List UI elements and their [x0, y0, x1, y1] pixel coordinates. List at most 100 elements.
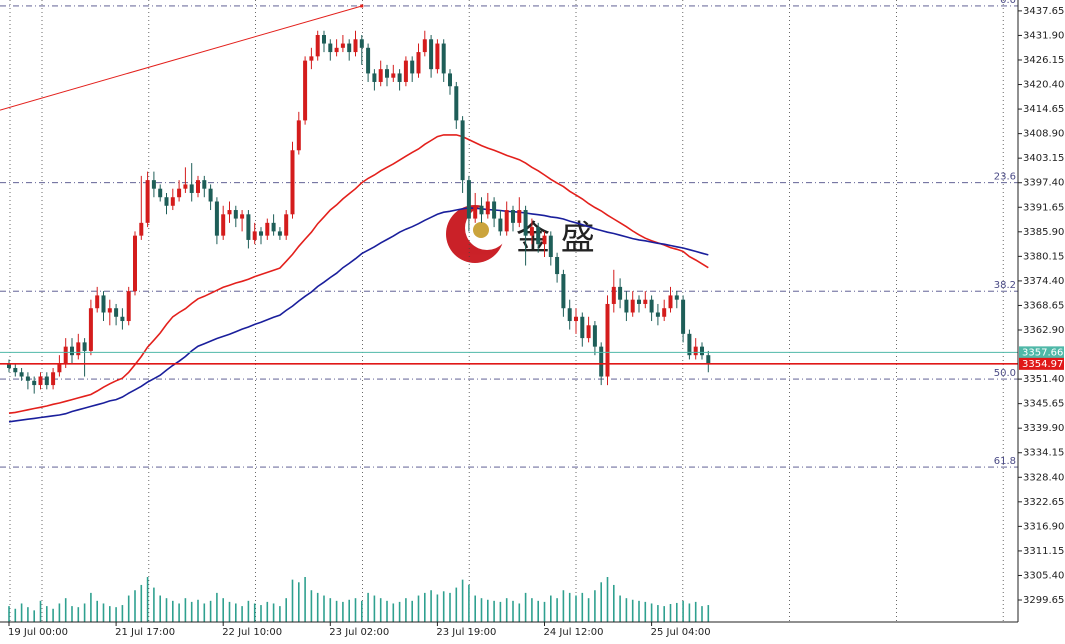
candle-body — [13, 367, 18, 373]
y-tick-label: 3299.65 — [1023, 595, 1064, 606]
candle-body — [271, 222, 276, 232]
candle-body — [485, 201, 490, 215]
candle-body — [353, 39, 358, 53]
candle-body — [259, 231, 263, 236]
candle-body — [649, 299, 654, 313]
candle-body — [265, 222, 270, 236]
y-tick-label: 3374.40 — [1023, 276, 1064, 287]
candle-body — [208, 188, 213, 202]
y-tick-label: 3385.90 — [1023, 227, 1064, 238]
candle-body — [366, 47, 371, 74]
candle-body — [107, 308, 112, 313]
candle-body — [460, 120, 465, 181]
candle-body — [309, 56, 314, 61]
y-tick-label: 3316.90 — [1023, 521, 1064, 532]
y-tick-label: 3362.90 — [1023, 325, 1064, 336]
y-tick-label: 3351.40 — [1023, 374, 1064, 385]
candle-body — [252, 231, 257, 240]
candle-body — [221, 214, 226, 236]
candle-body — [378, 69, 383, 82]
candle-body — [605, 303, 610, 377]
candle-body — [662, 308, 667, 317]
candle-body — [397, 73, 402, 82]
candle-body — [189, 184, 194, 193]
candle-body — [328, 43, 333, 53]
candle-body — [120, 316, 125, 322]
candle-body — [586, 325, 591, 339]
candle-body — [38, 376, 43, 386]
candle-body — [214, 201, 219, 236]
candle-body — [51, 372, 56, 386]
candle-body — [114, 308, 119, 317]
candle-body — [76, 342, 81, 356]
candle-body — [88, 308, 93, 351]
y-tick-label: 3408.90 — [1023, 129, 1064, 140]
candle-body — [498, 218, 503, 232]
moving-average — [8, 134, 709, 414]
candle-body — [303, 60, 308, 121]
x-tick-label: 23 Jul 02:00 — [329, 627, 389, 638]
candle-body — [555, 256, 560, 275]
y-tick-label: 3368.65 — [1023, 300, 1064, 311]
candle-body — [19, 372, 24, 377]
candle-body — [706, 355, 711, 364]
candle-body — [693, 346, 698, 356]
candle-body — [44, 376, 49, 386]
x-tick-label: 24 Jul 12:00 — [544, 627, 604, 638]
candle-body — [158, 188, 163, 198]
x-tick-label: 22 Jul 10:00 — [222, 627, 282, 638]
candle-body — [548, 235, 553, 257]
y-tick-label: 3437.65 — [1023, 6, 1064, 17]
candle-body — [246, 214, 251, 240]
candle-body — [277, 231, 282, 236]
candle-body — [334, 47, 339, 53]
fib-label: 50.0 — [994, 368, 1016, 379]
y-tick-label: 3420.40 — [1023, 80, 1064, 91]
candle-body — [624, 299, 629, 313]
candle-body — [151, 180, 156, 189]
trendline — [0, 5, 362, 111]
candle-body — [284, 214, 289, 236]
y-tick-label: 3391.65 — [1023, 202, 1064, 213]
candle-body — [479, 205, 484, 215]
candle-body — [25, 376, 30, 381]
candle-body — [567, 308, 572, 322]
candle-body — [63, 346, 68, 364]
candle-body — [403, 60, 408, 82]
y-tick-label: 3380.15 — [1023, 251, 1064, 262]
y-tick-label: 3414.65 — [1023, 104, 1064, 115]
candle-body — [700, 346, 704, 356]
candle-body — [561, 274, 566, 309]
candle-body — [290, 150, 295, 215]
candle-body — [315, 35, 320, 57]
candle-body — [95, 295, 100, 309]
candle-body — [164, 197, 169, 206]
candle-body — [233, 210, 238, 219]
candle-body — [429, 39, 434, 70]
candle-body — [57, 363, 62, 373]
candle-body — [574, 316, 578, 322]
y-tick-label: 3345.65 — [1023, 399, 1064, 410]
y-tick-label: 3431.90 — [1023, 30, 1064, 41]
candle-body — [517, 210, 522, 223]
candle-body — [372, 73, 377, 82]
candle-body — [618, 286, 623, 300]
candle-body — [441, 43, 446, 74]
trendline-anchor — [360, 4, 364, 8]
candle-body — [511, 210, 515, 223]
fib-label: 23.6 — [994, 172, 1016, 183]
candle-body — [170, 197, 175, 206]
y-tick-label: 3426.15 — [1023, 55, 1064, 66]
candle-body — [416, 52, 421, 74]
candle-body — [529, 227, 534, 236]
candle-body — [391, 73, 396, 78]
candle-body — [347, 43, 352, 53]
y-tick-label: 3403.15 — [1023, 153, 1064, 164]
price-label: 3354.97 — [1022, 359, 1063, 370]
candle-body — [133, 235, 137, 292]
candle-body — [580, 316, 585, 339]
candle-body — [637, 299, 641, 304]
candle-body — [177, 188, 182, 198]
